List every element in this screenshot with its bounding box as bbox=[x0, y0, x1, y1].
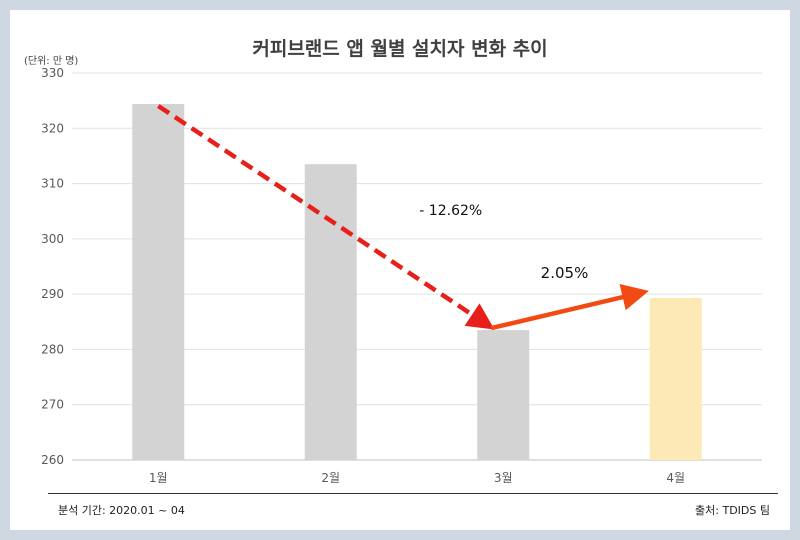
y-tick-label: 300 bbox=[41, 232, 64, 246]
decline-arrow bbox=[157, 104, 495, 330]
y-tick-label: 310 bbox=[41, 177, 64, 191]
y-tick-label: 320 bbox=[41, 121, 64, 135]
y-tick-label: 260 bbox=[41, 453, 64, 467]
y-tick-label: 290 bbox=[41, 287, 64, 301]
decline-label: - 12.62% bbox=[419, 203, 482, 219]
y-tick-label: 280 bbox=[41, 342, 64, 356]
bar bbox=[132, 103, 185, 461]
chart-title: 커피브랜드 앱 월별 설치자 변화 추이 bbox=[252, 38, 548, 60]
footer-divider bbox=[48, 493, 778, 494]
source-credit: 출처: TDIDS 팀 bbox=[695, 504, 770, 517]
x-tick-label: 4월 bbox=[666, 471, 685, 485]
y-tick-label: 330 bbox=[41, 66, 64, 80]
bar bbox=[477, 330, 530, 460]
bar-chart: 260 270 280 290 300 310 320 330 1월 2월 3월 4월 - 12.62%… bbox=[41, 66, 762, 485]
analysis-period: 분석 기간: 2020.01 ~ 04 bbox=[58, 504, 185, 517]
y-tick-label: 270 bbox=[41, 398, 64, 412]
x-tick-label: 3월 bbox=[494, 471, 513, 485]
bar bbox=[304, 164, 357, 460]
chart-frame: 커피브랜드 앱 월별 설치자 변화 추이 (단위: 만 명) 260 270 280… bbox=[10, 10, 790, 530]
x-tick-label: 1월 bbox=[149, 471, 168, 485]
unit-label: (단위: 만 명) bbox=[24, 56, 79, 67]
bar bbox=[649, 298, 702, 460]
x-tick-label: 2월 bbox=[321, 471, 340, 485]
growth-label: 2.05% bbox=[541, 264, 589, 282]
growth-arrow bbox=[490, 283, 649, 331]
